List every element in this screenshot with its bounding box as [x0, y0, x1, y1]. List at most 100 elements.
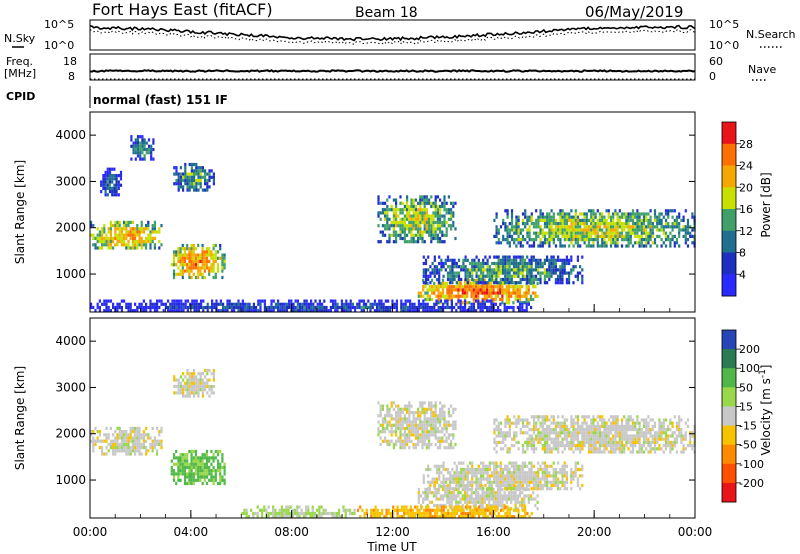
power-cell	[117, 180, 120, 184]
velocity-cell	[485, 503, 489, 508]
power-cell	[334, 309, 337, 313]
power-cell	[105, 236, 108, 240]
velocity-cell	[177, 472, 180, 476]
power-cell	[226, 309, 229, 313]
power-cell	[504, 271, 507, 275]
power-cell	[684, 238, 687, 242]
velocity-cell	[184, 384, 187, 389]
power-cell	[241, 299, 244, 303]
velocity-cell	[557, 421, 560, 425]
power-cell	[108, 183, 112, 187]
power-cell	[603, 234, 606, 238]
power-cell	[173, 182, 176, 186]
power-cell	[142, 309, 145, 313]
power-cell	[149, 309, 152, 313]
power-cell	[510, 294, 513, 298]
velocity-cell	[427, 464, 430, 468]
power-cell	[197, 166, 200, 170]
power-cell	[139, 151, 142, 155]
power-cell	[518, 297, 522, 302]
power-cell	[493, 274, 496, 278]
velocity-cell	[450, 442, 453, 447]
velocity-cell	[490, 497, 493, 501]
velocity-cell	[532, 477, 535, 481]
power-cell	[212, 175, 215, 179]
power-cell	[523, 309, 526, 313]
velocity-cell	[397, 436, 400, 440]
power-cell	[488, 265, 491, 269]
velocity-cell	[583, 421, 586, 425]
power-cell	[244, 309, 247, 313]
power-cell	[430, 224, 433, 228]
power-cell	[451, 277, 454, 282]
power-cell	[517, 265, 520, 269]
power-cell	[419, 230, 422, 234]
power-colorbar-tick-label: 8	[739, 247, 746, 260]
power-cell	[182, 305, 185, 310]
velocity-cell	[428, 417, 431, 421]
power-cell	[505, 291, 508, 295]
power-cell	[136, 309, 139, 313]
velocity-cell	[576, 461, 579, 465]
velocity-cell	[563, 487, 566, 491]
velocity-cell	[486, 480, 489, 484]
power-cell	[325, 309, 328, 313]
power-cell	[539, 261, 542, 266]
velocity-cell	[214, 456, 217, 460]
power-cell	[386, 198, 389, 202]
velocity-cell	[504, 464, 507, 468]
velocity-cell	[501, 483, 505, 488]
power-cell	[534, 291, 537, 295]
power-cell	[510, 225, 514, 229]
power-cell	[513, 228, 516, 232]
velocity-cell	[477, 480, 480, 484]
velocity-cell	[430, 423, 433, 427]
power-cell	[120, 233, 123, 237]
velocity-cell	[587, 440, 591, 444]
velocity-cell	[495, 434, 498, 438]
velocity-cell	[530, 477, 533, 481]
power-cell	[210, 175, 213, 179]
velocity-cell	[490, 487, 494, 491]
power-cell	[581, 218, 584, 222]
velocity-cell	[131, 449, 134, 453]
velocity-cell	[530, 444, 533, 448]
power-cell	[521, 222, 525, 226]
power-cell	[321, 305, 324, 310]
velocity-cell	[212, 459, 215, 463]
velocity-cell	[517, 421, 520, 425]
power-cell	[572, 218, 575, 222]
power-cell	[184, 182, 187, 186]
power-cell	[640, 212, 643, 216]
power-cell	[113, 193, 116, 197]
power-cell	[180, 302, 183, 306]
power-cell	[145, 309, 148, 313]
velocity-cell	[424, 494, 427, 498]
velocity-cell	[550, 450, 553, 454]
power-cell	[433, 302, 436, 306]
velocity-cell	[179, 472, 182, 476]
velocity-cell	[526, 437, 529, 441]
velocity-cell	[515, 480, 518, 484]
power-cell	[424, 309, 427, 313]
power-cell	[497, 231, 500, 235]
velocity-cell	[496, 494, 500, 498]
power-cell	[448, 288, 451, 292]
velocity-cell	[188, 475, 191, 479]
velocity-cell	[439, 410, 442, 415]
power-cell	[620, 234, 624, 238]
power-cell	[678, 234, 681, 238]
velocity-cell	[179, 388, 182, 392]
velocity-cell	[494, 500, 497, 504]
velocity-cell	[94, 426, 97, 430]
power-cell	[134, 230, 137, 234]
velocity-cell	[390, 433, 393, 437]
power-echo-region	[90, 220, 163, 250]
power-cell	[183, 247, 187, 251]
power-cell	[583, 234, 586, 238]
power-cell	[422, 255, 425, 259]
power-cell	[183, 259, 187, 264]
power-cell	[568, 274, 571, 278]
velocity-cell	[583, 431, 586, 435]
velocity-cell	[561, 464, 564, 468]
